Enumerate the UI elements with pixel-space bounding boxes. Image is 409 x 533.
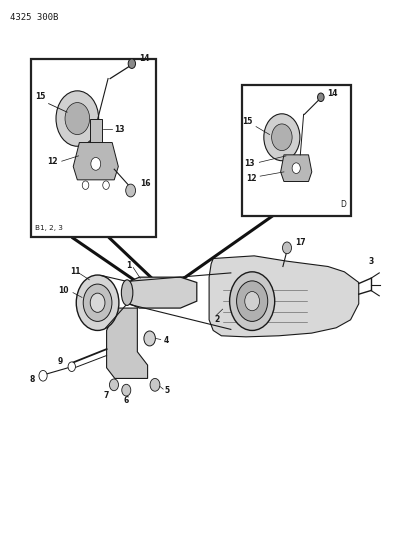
Ellipse shape bbox=[121, 280, 133, 305]
Circle shape bbox=[263, 114, 299, 161]
Circle shape bbox=[56, 91, 99, 146]
Circle shape bbox=[317, 93, 323, 101]
Text: 13: 13 bbox=[114, 125, 124, 134]
Text: 10: 10 bbox=[58, 286, 69, 295]
Text: 15: 15 bbox=[35, 92, 45, 101]
Text: 15: 15 bbox=[241, 117, 252, 126]
Circle shape bbox=[244, 292, 259, 311]
Text: D: D bbox=[339, 200, 345, 209]
Circle shape bbox=[82, 181, 89, 189]
Circle shape bbox=[90, 293, 105, 312]
Circle shape bbox=[91, 157, 101, 170]
Text: 12: 12 bbox=[245, 174, 256, 183]
Circle shape bbox=[83, 284, 112, 321]
Bar bbox=[31, 59, 155, 237]
Text: 11: 11 bbox=[70, 268, 81, 276]
Circle shape bbox=[271, 124, 291, 150]
Text: 4325 300B: 4325 300B bbox=[10, 13, 58, 22]
Text: 5: 5 bbox=[164, 386, 169, 394]
Polygon shape bbox=[90, 118, 102, 142]
Text: 3: 3 bbox=[368, 257, 373, 265]
Text: 14: 14 bbox=[326, 88, 337, 98]
Circle shape bbox=[39, 370, 47, 381]
Circle shape bbox=[103, 181, 109, 189]
Text: B1, 2, 3: B1, 2, 3 bbox=[35, 225, 63, 231]
Text: 13: 13 bbox=[243, 159, 254, 168]
Circle shape bbox=[291, 163, 299, 173]
Polygon shape bbox=[209, 256, 358, 337]
Polygon shape bbox=[73, 142, 118, 180]
Text: 6: 6 bbox=[124, 397, 128, 405]
Circle shape bbox=[121, 384, 130, 396]
Circle shape bbox=[126, 184, 135, 197]
Circle shape bbox=[76, 275, 119, 330]
Text: 12: 12 bbox=[47, 157, 58, 166]
Bar bbox=[241, 85, 350, 216]
Circle shape bbox=[65, 102, 90, 134]
Circle shape bbox=[68, 362, 75, 372]
Circle shape bbox=[144, 331, 155, 346]
Text: 2: 2 bbox=[214, 316, 219, 324]
Circle shape bbox=[236, 281, 267, 321]
Text: 4: 4 bbox=[164, 336, 169, 344]
Circle shape bbox=[150, 378, 160, 391]
Circle shape bbox=[109, 379, 118, 391]
Polygon shape bbox=[127, 277, 196, 308]
Text: 16: 16 bbox=[140, 179, 150, 188]
Text: 14: 14 bbox=[139, 54, 149, 63]
Circle shape bbox=[229, 272, 274, 330]
Polygon shape bbox=[280, 155, 311, 181]
Text: 7: 7 bbox=[103, 391, 108, 400]
Circle shape bbox=[128, 59, 135, 68]
Text: 17: 17 bbox=[294, 238, 305, 247]
Text: 8: 8 bbox=[29, 375, 35, 384]
Polygon shape bbox=[106, 308, 147, 378]
Circle shape bbox=[282, 242, 291, 254]
Text: 9: 9 bbox=[58, 357, 63, 366]
Text: 1: 1 bbox=[126, 261, 131, 270]
